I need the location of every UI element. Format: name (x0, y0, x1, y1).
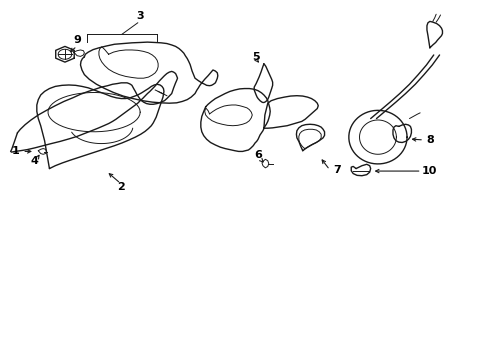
Text: 9: 9 (73, 35, 81, 45)
Text: 8: 8 (425, 135, 433, 145)
Text: 7: 7 (332, 165, 340, 175)
Text: 10: 10 (421, 166, 437, 176)
Text: 2: 2 (117, 182, 124, 192)
Text: 1: 1 (12, 147, 20, 157)
Text: 3: 3 (136, 12, 143, 21)
Text: 6: 6 (254, 150, 262, 160)
Text: 5: 5 (252, 52, 260, 62)
Text: 4: 4 (31, 157, 39, 166)
